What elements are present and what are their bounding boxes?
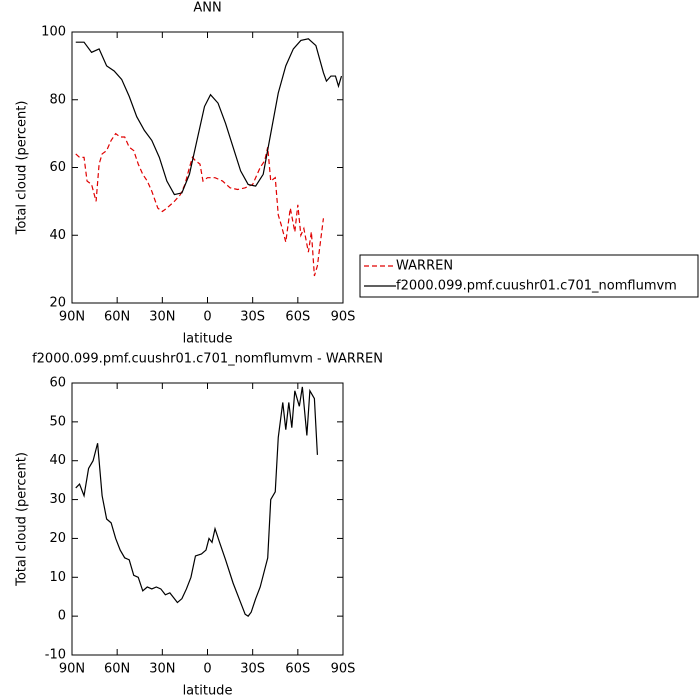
y-axis-label: Total cloud (percent)	[15, 452, 30, 587]
x-tick-label: 60N	[104, 662, 130, 677]
x-tick-label: 30S	[240, 310, 265, 325]
x-axis-label: latitude	[183, 332, 233, 347]
data-line	[75, 132, 325, 277]
y-tick-label: 0	[58, 609, 66, 624]
y-tick-label: 30	[49, 492, 66, 507]
y-axis-label: Total cloud (percent)	[15, 101, 30, 236]
y-tick-label: 20	[49, 531, 66, 546]
x-tick-label: 0	[203, 662, 211, 677]
data-line	[75, 38, 343, 196]
plot-frame	[71, 31, 344, 304]
y-tick-label: 60	[49, 160, 66, 175]
plot-frame	[71, 382, 344, 656]
chart-title: f2000.099.pmf.cuushr01.c701_nomflumvm - …	[32, 352, 383, 367]
x-tick-label: 30S	[240, 662, 265, 677]
y-tick-label: 40	[49, 228, 66, 243]
x-tick-label: 60S	[285, 662, 310, 677]
x-tick-label: 90N	[59, 310, 85, 325]
y-tick-label: 80	[49, 92, 66, 107]
x-tick-label: 30N	[149, 662, 175, 677]
data-line	[75, 386, 319, 617]
legend-label: f2000.099.pmf.cuushr01.c701_nomflumvm	[396, 279, 677, 294]
y-tick-label: 10	[49, 570, 66, 585]
y-tick-label: 50	[49, 414, 66, 429]
y-tick-label: 60	[49, 376, 66, 391]
legend-box	[359, 254, 699, 298]
x-axis-label: latitude	[183, 684, 233, 699]
y-tick-label: 100	[41, 25, 66, 40]
legend-label: WARREN	[396, 259, 453, 274]
x-tick-label: 60N	[104, 310, 130, 325]
y-tick-label: -10	[45, 648, 66, 663]
y-tick-label: 20	[49, 296, 66, 311]
x-tick-label: 60S	[285, 310, 310, 325]
x-tick-label: 90S	[331, 662, 356, 677]
y-tick-label: 40	[49, 453, 66, 468]
chart-title: ANN	[193, 1, 221, 16]
x-tick-label: 90N	[59, 662, 85, 677]
x-tick-label: 30N	[149, 310, 175, 325]
x-tick-label: 90S	[331, 310, 356, 325]
x-tick-label: 0	[203, 310, 211, 325]
